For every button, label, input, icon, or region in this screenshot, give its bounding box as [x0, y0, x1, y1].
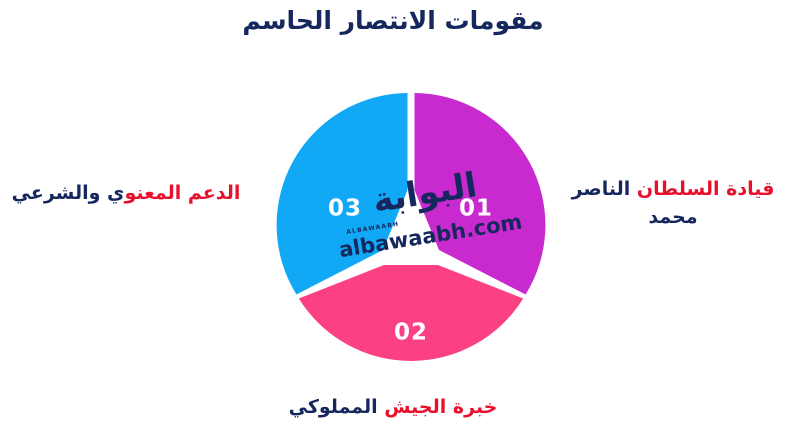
pie-slice-01[interactable]: [414, 93, 546, 295]
pie-label-03: 03: [328, 196, 362, 222]
callout-03-red-text: الدعم المعنو: [124, 182, 241, 204]
pie-chart-svg: 01 02 03: [276, 93, 546, 361]
pie-label-01: 01: [459, 196, 493, 222]
callout-label-01-line1: قيادة السلطان الناصر: [566, 176, 780, 204]
callout-label-01: قيادة السلطان الناصر محمد: [566, 176, 780, 231]
callout-02-red-text: خبرة الجيش: [377, 396, 498, 418]
pie-slice-03[interactable]: [276, 93, 408, 295]
callout-label-03: الدعم المعنوي والشرعي: [6, 180, 246, 208]
pie-label-02: 02: [394, 320, 428, 346]
callout-01-navy-text: الناصر: [571, 178, 631, 200]
callout-03-navy-text: ي والشرعي: [11, 182, 125, 204]
pie-slice-02[interactable]: [298, 265, 524, 361]
pie-chart: 01 02 03: [273, 87, 549, 363]
callout-02-navy-text: المملوكي: [288, 396, 378, 418]
page-title: مقومات الانتصار الحاسم: [242, 6, 544, 35]
callout-label-01-line2: محمد: [648, 205, 698, 228]
callout-label-02: خبرة الجيش المملوكي: [243, 394, 543, 422]
callout-01-red-text: قيادة السلطان: [630, 178, 775, 200]
